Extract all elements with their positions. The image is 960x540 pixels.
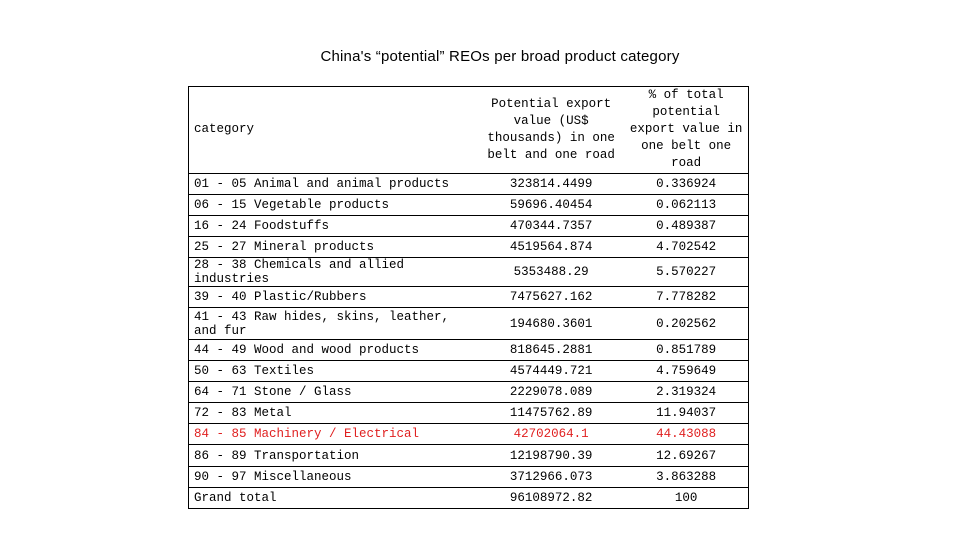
row-percent: 4.702542 <box>624 236 748 259</box>
row-export-value: 4519564.874 <box>478 236 625 259</box>
table-row: 06 - 15 Vegetable products 59696.40454 0… <box>189 194 748 216</box>
row-category: 44 - 49 Wood and wood products <box>189 339 478 361</box>
table-row: 64 - 71 Stone / Glass 2229078.089 2.3193… <box>189 381 748 404</box>
row-percent: 5.570227 <box>624 257 748 288</box>
row-percent: 12.69267 <box>624 444 748 467</box>
table-row: 28 - 38 Chemicals and allied industries … <box>189 257 748 288</box>
table-row: 44 - 49 Wood and wood products 818645.28… <box>189 339 748 361</box>
row-category: 39 - 40 Plastic/Rubbers <box>189 286 478 309</box>
table-header-row: category Potential export value (US$ tho… <box>189 87 748 174</box>
row-percent: 0.202562 <box>624 307 748 340</box>
row-export-value: 5353488.29 <box>478 257 625 288</box>
row-category: 64 - 71 Stone / Glass <box>189 381 478 404</box>
row-category: 50 - 63 Textiles <box>189 360 478 383</box>
header-percent: % of total potential export value in one… <box>624 87 748 174</box>
row-export-value: 42702064.1 <box>478 423 625 446</box>
row-export-value: 818645.2881 <box>478 339 625 361</box>
row-percent: 4.759649 <box>624 360 748 383</box>
row-export-value: 12198790.39 <box>478 444 625 467</box>
row-export-value: 3712966.073 <box>478 466 625 488</box>
row-percent: 0.851789 <box>624 339 748 361</box>
row-category: 16 - 24 Foodstuffs <box>189 215 478 237</box>
table-row: 01 - 05 Animal and animal products 32381… <box>189 173 748 195</box>
row-export-value: 96108972.82 <box>509 490 593 505</box>
table-row: 86 - 89 Transportation 12198790.39 12.69… <box>189 444 748 467</box>
row-percent: 100 <box>674 490 698 505</box>
row-percent: 0.336924 <box>624 173 748 195</box>
row-category: 41 - 43 Raw hides, skins, leather, and f… <box>189 307 478 340</box>
row-percent: 11.94037 <box>624 402 748 425</box>
row-category: Grand total <box>194 490 277 505</box>
row-category: 86 - 89 Transportation <box>189 444 478 467</box>
row-export-value: 11475762.89 <box>478 402 625 425</box>
row-export-value: 470344.7357 <box>478 215 625 237</box>
header-category: category <box>189 87 478 174</box>
row-category: 25 - 27 Mineral products <box>189 236 478 259</box>
row-category: 72 - 83 Metal <box>189 402 478 425</box>
row-category: 84 - 85 Machinery / Electrical <box>189 423 478 446</box>
table-row: 50 - 63 Textiles 4574449.721 4.759649 <box>189 360 748 383</box>
row-export-value: 59696.40454 <box>478 194 625 216</box>
row-percent: 44.43088 <box>624 423 748 446</box>
table-row: 72 - 83 Metal 11475762.89 11.94037 <box>189 402 748 425</box>
row-percent: 7.778282 <box>624 286 748 309</box>
table-row: 25 - 27 Mineral products 4519564.874 4.7… <box>189 236 748 259</box>
row-percent: 0.062113 <box>624 194 748 216</box>
row-export-value: 7475627.162 <box>478 286 625 309</box>
row-export-value: 2229078.089 <box>478 381 625 404</box>
row-category: 90 - 97 Miscellaneous <box>189 466 478 488</box>
row-percent: 2.319324 <box>624 381 748 404</box>
header-export-value: Potential export value (US$ thousands) i… <box>478 87 625 174</box>
table-row: 16 - 24 Foodstuffs 470344.7357 0.489387 <box>189 215 748 237</box>
row-export-value: 323814.4499 <box>478 173 625 195</box>
page-title: China's “potential” REOs per broad produ… <box>320 48 680 65</box>
data-table: category Potential export value (US$ tho… <box>188 86 749 509</box>
row-export-value: 194680.3601 <box>478 307 625 340</box>
table-row: 90 - 97 Miscellaneous 3712966.073 3.8632… <box>189 466 748 488</box>
row-category: 06 - 15 Vegetable products <box>189 194 478 216</box>
table-row: 39 - 40 Plastic/Rubbers 7475627.162 7.77… <box>189 286 748 309</box>
table-row-highlighted: 84 - 85 Machinery / Electrical 42702064.… <box>189 423 748 446</box>
row-export-value: 4574449.721 <box>478 360 625 383</box>
row-category: 01 - 05 Animal and animal products <box>189 173 478 195</box>
row-percent: 3.863288 <box>624 466 748 488</box>
row-percent: 0.489387 <box>624 215 748 237</box>
table-row: 41 - 43 Raw hides, skins, leather, and f… <box>189 307 748 340</box>
row-category: 28 - 38 Chemicals and allied industries <box>189 257 478 288</box>
table-row-total: Grand total 96108972.82 100 <box>189 487 748 508</box>
